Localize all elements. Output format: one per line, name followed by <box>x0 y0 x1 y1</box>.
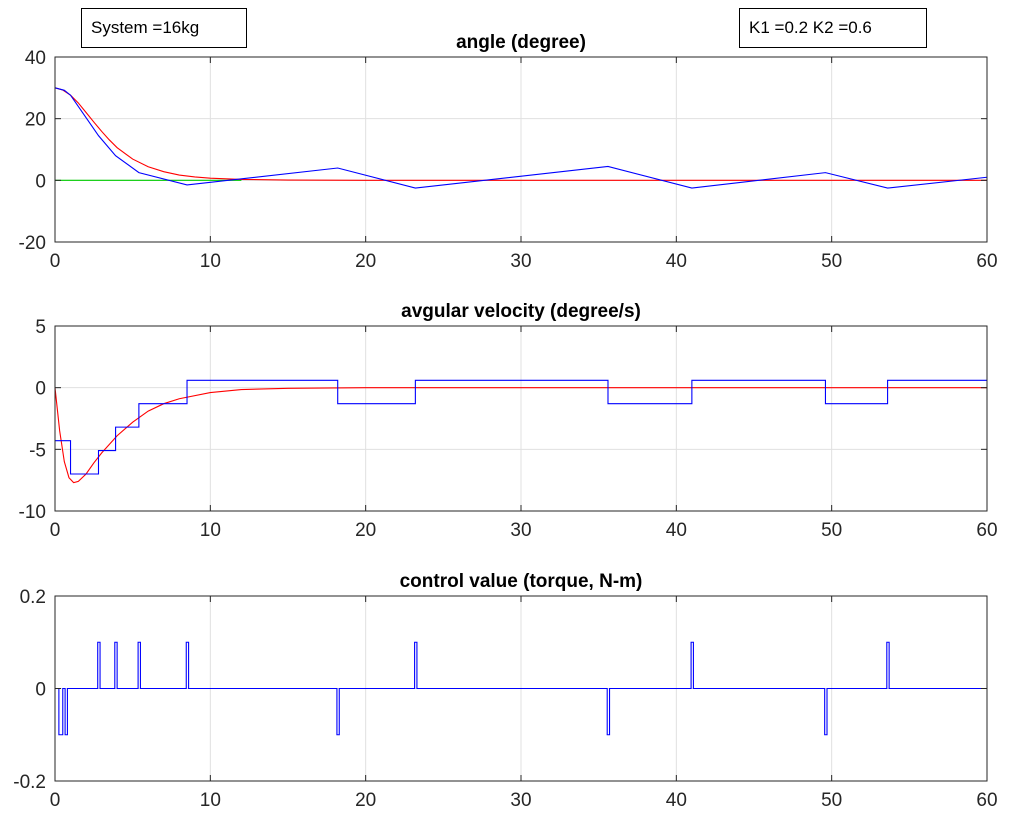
angle-series-measured <box>54 87 988 189</box>
angle-ytick-label-20: 20 <box>25 110 46 131</box>
angle-xtick-label-60: 60 <box>976 251 997 272</box>
torque-xtick-label-0: 0 <box>50 790 61 811</box>
velocity-ytick-label--5: -5 <box>29 440 46 461</box>
torque-xtick-label-40: 40 <box>666 790 687 811</box>
torque-xtick-label-10: 10 <box>200 790 221 811</box>
velocity-ytick-label--10: -10 <box>19 502 46 523</box>
velocity-series-measured <box>55 379 987 475</box>
velocity-chart: 0 10 20 30 40 50 60 -10 -5 0 5 avgular velocity (de… <box>19 301 998 541</box>
angle-ytick-label--20: -20 <box>19 233 46 254</box>
controller-gains-annotation: K1 =0.2 K2 =0.6 <box>739 8 927 48</box>
angle-xtick-label-50: 50 <box>821 251 842 272</box>
angle-xtick-label-20: 20 <box>355 251 376 272</box>
torque-ytick-label-0.2: 0.2 <box>20 587 46 608</box>
torque-ytick-label-0: 0 <box>35 680 46 701</box>
angle-ytick-label-0: 0 <box>35 171 46 192</box>
angle-chart-title: angle (degree) <box>456 32 586 53</box>
velocity-xtick-label-0: 0 <box>50 520 61 541</box>
torque-ytick-label--0.2: -0.2 <box>13 772 46 793</box>
torque-xtick-label-30: 30 <box>510 790 531 811</box>
velocity-ytick-label-5: 5 <box>35 317 46 338</box>
velocity-xtick-label-60: 60 <box>976 520 997 541</box>
torque-xtick-label-20: 20 <box>355 790 376 811</box>
velocity-xtick-label-10: 10 <box>200 520 221 541</box>
velocity-xtick-label-50: 50 <box>821 520 842 541</box>
system-mass-annotation: System =16kg <box>81 8 247 48</box>
angle-ytick-label-40: 40 <box>25 48 46 69</box>
torque-series-measured <box>55 641 987 736</box>
velocity-xtick-label-40: 40 <box>666 520 687 541</box>
angle-xtick-label-40: 40 <box>666 251 687 272</box>
angle-xtick-label-10: 10 <box>200 251 221 272</box>
angle-series-model <box>54 87 987 181</box>
velocity-chart-title: avgular velocity (degree/s) <box>401 301 641 322</box>
angle-xtick-label-0: 0 <box>50 251 61 272</box>
velocity-series-model <box>54 387 987 484</box>
velocity-xtick-label-20: 20 <box>355 520 376 541</box>
velocity-ytick-label-0: 0 <box>35 379 46 400</box>
velocity-xtick-label-30: 30 <box>510 520 531 541</box>
torque-chart-title: control value (torque, N-m) <box>400 571 643 592</box>
torque-xtick-label-60: 60 <box>976 790 997 811</box>
angle-xtick-label-30: 30 <box>510 251 531 272</box>
torque-xtick-label-50: 50 <box>821 790 842 811</box>
